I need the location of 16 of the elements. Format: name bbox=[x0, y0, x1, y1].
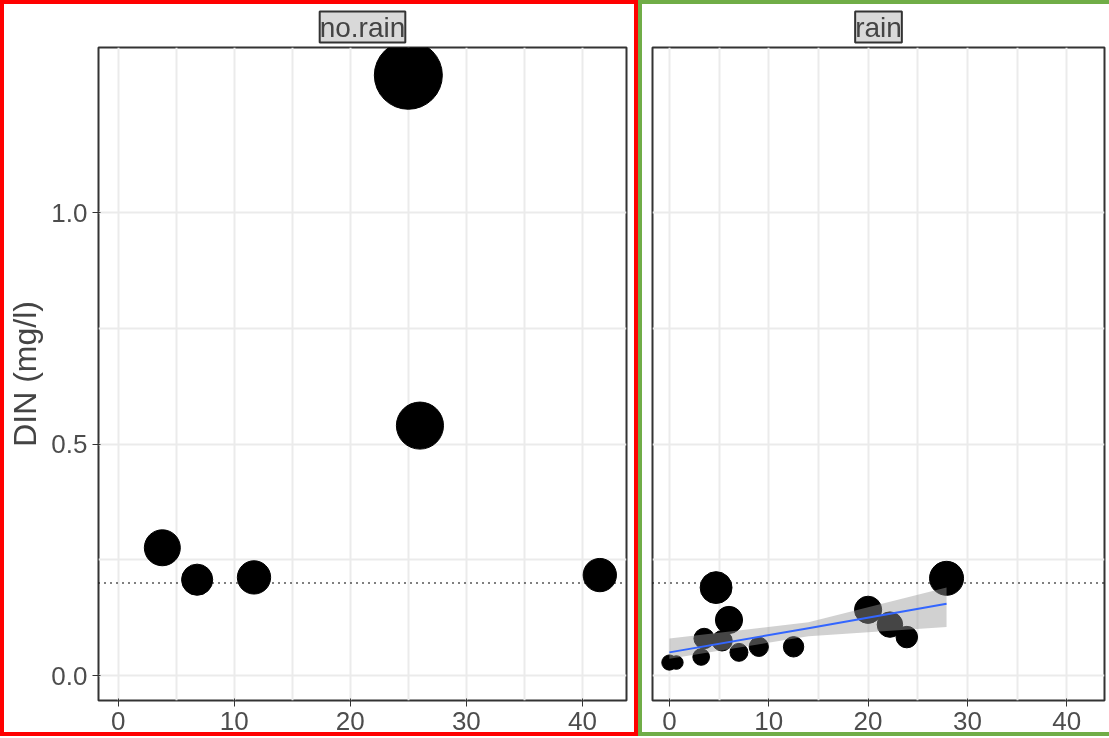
y-tick-label: 1.0 bbox=[51, 197, 88, 228]
x-tick-label: 30 bbox=[451, 705, 481, 736]
x-tick-label: 30 bbox=[952, 705, 982, 736]
x-tick-label: 20 bbox=[335, 705, 365, 736]
x-tick-label: 40 bbox=[1052, 705, 1082, 736]
y-tick-label: 0.0 bbox=[51, 660, 88, 691]
y-axis-title: DIN (mg/l) bbox=[7, 301, 44, 447]
x-tick-label: 10 bbox=[219, 705, 249, 736]
chart-title: no.rain bbox=[319, 11, 406, 43]
x-tick-label: 20 bbox=[853, 705, 883, 736]
x-tick-label: 0 bbox=[111, 705, 126, 736]
x-tick-label: 10 bbox=[754, 705, 784, 736]
chart-title: rain bbox=[855, 11, 902, 43]
x-tick-label: 0 bbox=[662, 705, 677, 736]
x-tick-label: 40 bbox=[567, 705, 597, 736]
y-tick-label: 0.5 bbox=[51, 429, 88, 460]
